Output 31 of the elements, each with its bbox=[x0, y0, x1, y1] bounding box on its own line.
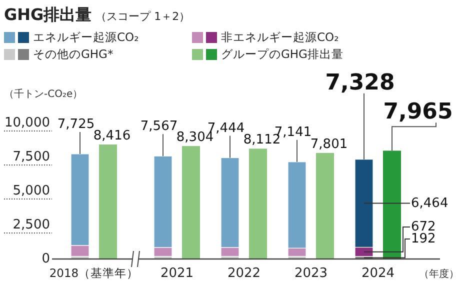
x-tick-label: 2021 bbox=[160, 266, 194, 281]
x-tick-label: 2018（基準年） bbox=[49, 266, 139, 280]
y-tick-label: 5,000 bbox=[12, 184, 50, 199]
y-tick-label: 2,500 bbox=[12, 218, 50, 233]
x-tick-label: 2022 bbox=[227, 266, 261, 281]
chart-subtitle: （スコープ 1＋2） bbox=[96, 10, 190, 23]
data-label: 7,965 bbox=[383, 100, 453, 125]
bar bbox=[182, 146, 200, 259]
data-label: 8,416 bbox=[93, 128, 131, 144]
legend-label: 非エネルギー起源CO₂ bbox=[221, 30, 339, 44]
bar bbox=[383, 150, 401, 259]
x-tick-label: 2023 bbox=[294, 266, 328, 281]
data-label: 7,801 bbox=[310, 136, 348, 152]
x-tick-label: 2024 bbox=[361, 266, 395, 281]
x-axis-title: （年度） bbox=[419, 268, 459, 280]
y-tick-label: 7,500 bbox=[12, 150, 50, 165]
chart-title: GHG排出量 bbox=[4, 5, 92, 24]
data-label: 8,304 bbox=[176, 130, 214, 146]
bar bbox=[249, 148, 267, 259]
y-tick-label: 0 bbox=[42, 252, 50, 267]
legend-label: その他のGHG* bbox=[33, 47, 114, 62]
legend-label: グループのGHG排出量 bbox=[221, 47, 344, 62]
y-axis-title: （千トン-CO₂e） bbox=[4, 88, 83, 100]
legend-label: エネルギー起源CO₂ bbox=[33, 30, 139, 44]
bar bbox=[316, 152, 334, 259]
annotation: 7,328 bbox=[325, 70, 395, 96]
data-label: 6,464 bbox=[411, 196, 448, 211]
data-label: 192 bbox=[411, 232, 436, 247]
y-tick-label: 10,000 bbox=[4, 116, 50, 131]
annotation: 7,567 bbox=[140, 119, 178, 134]
annotation: 7,725 bbox=[57, 116, 95, 132]
